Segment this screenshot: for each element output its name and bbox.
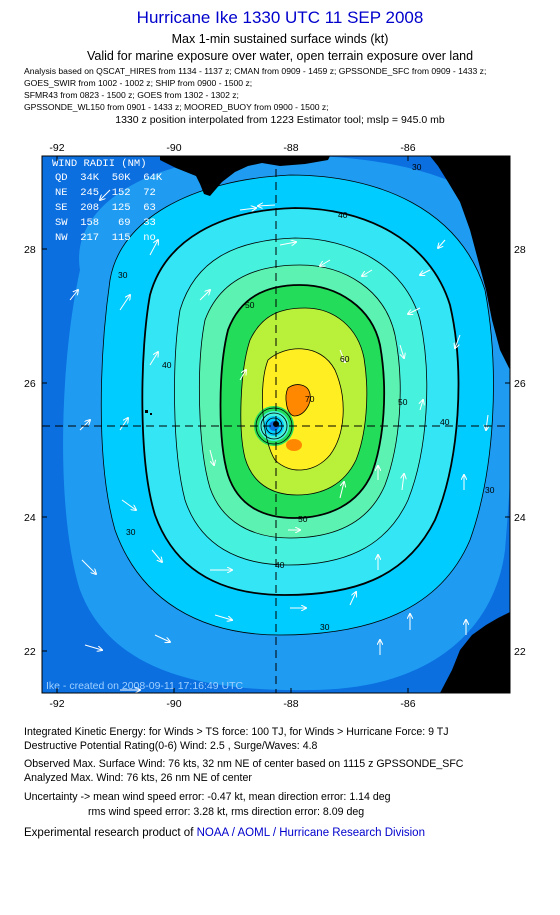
contour-label-30-south: 30 [320,622,330,632]
lon-label-bottom-90: -90 [166,698,181,710]
lat-label-right-24: 24 [514,512,526,524]
lat-label-right-26: 26 [514,378,526,390]
contour-label-30-ne: 30 [412,162,422,172]
wind-radii-row-nw: NW 217 115 no [55,232,156,244]
position-note: 1330 z position interpolated from 1223 E… [115,114,445,126]
lon-label-top-88: -88 [283,142,298,154]
contour-label-60: 60 [340,354,350,364]
uncertainty-rms: rms wind speed error: 3.28 kt, rms direc… [88,806,365,818]
lon-label-bottom-88: -88 [283,698,298,710]
source-line-2: GOES_SWIR from 1002 - 1002 z; SHIP from … [24,78,253,88]
lat-label-right-28: 28 [514,244,526,256]
observed-max-wind: Observed Max. Surface Wind: 76 kts, 32 n… [24,758,464,770]
land-yucatan [440,612,510,693]
wind-analysis-map: 30 30 30 30 30 40 40 40 40 50 50 50 60 7… [24,142,526,710]
wind-radii-row-sw: SW 158 69 33 [55,217,156,229]
band-70-plus [286,384,311,416]
land-florida-panhandle [160,156,330,196]
wind-field: 30 30 30 30 30 40 40 40 40 50 50 50 60 7… [42,156,510,693]
subtitle: Max 1-min sustained surface winds (kt) [171,32,389,46]
plot-frame [41,155,511,694]
contour-lines [100,174,494,636]
lat-label-left-22: 22 [24,646,36,658]
lat-label-left-28: 28 [24,244,36,256]
land-island-a [145,410,148,413]
contour-label-40-east: 40 [440,417,450,427]
contour-label-40-north: 40 [338,210,348,220]
source-line-1: Analysis based on QSCAT_HIRES from 1134 … [24,66,487,76]
land-masses [145,156,510,693]
uncertainty-mean: Uncertainty -> mean wind speed error: -0… [24,791,391,803]
contour-label-50-east: 50 [398,397,408,407]
destructive-potential: Destructive Potential Rating(0-6) Wind: … [24,740,318,752]
contour-label-40-south: 40 [275,560,285,570]
contour-label-50-south: 50 [298,514,308,524]
tick-marks [42,156,510,693]
contour-label-30-east: 30 [485,485,495,495]
lat-label-left-26: 26 [24,378,36,390]
ike-energy: Integrated Kinetic Energy: for Winds > T… [24,726,449,738]
lon-label-top-92: -92 [49,142,64,154]
center-crosshair [42,156,510,693]
contour-label-50-nw: 50 [245,300,255,310]
contour-label-30-sw: 30 [126,527,136,537]
source-line-4: GPSSONDE_WL150 from 0901 - 1433 z; MOORE… [24,102,329,112]
lon-label-top-90: -90 [166,142,181,154]
wind-vectors [69,189,488,690]
lon-tick-labels: -92 -90 -88 -86 -92 -90 -88 -86 [49,142,415,710]
land-florida-peninsula [430,156,510,370]
source-line-3: SFMR43 from 0823 - 1500 z; GOES from 130… [24,90,239,100]
wind-radii-table: WIND RADII (NM) QD 34K 50K 64K NE 245 15… [52,158,163,244]
lon-label-bottom-86: -86 [400,698,415,710]
wind-radii-title: WIND RADII (NM) [52,158,147,170]
page-title: Hurricane Ike 1330 UTC 11 SEP 2008 [136,8,424,27]
product-credit: Experimental research product of NOAA / … [24,827,425,839]
wind-radii-row-se: SE 208 125 63 [55,202,156,214]
wind-radii-row-ne: NE 245 152 72 [55,187,156,199]
validity-note: Valid for marine exposure over water, op… [86,49,474,63]
lat-label-left-24: 24 [24,512,36,524]
product-org-link[interactable]: NOAA / AOML / Hurricane Research Divisio… [196,827,425,839]
creation-credit: Ike - created on 2008-09-11 17:16:49 UTC [46,680,244,692]
lat-label-right-22: 22 [514,646,526,658]
contour-label-30-west: 30 [118,270,128,280]
contour-label-40-west: 40 [162,360,172,370]
lon-label-top-86: -86 [400,142,415,154]
contour-label-70: 70 [305,394,315,404]
lat-tick-labels: 28 26 24 22 28 26 24 22 [24,244,526,658]
land-island-b [150,413,152,415]
product-prefix: Experimental research product of [24,827,194,839]
contour-value-labels: 30 30 30 30 30 40 40 40 40 50 50 50 60 7… [118,162,495,632]
lon-label-bottom-92: -92 [49,698,64,710]
band-70-secondary [286,439,302,451]
wind-radii-header: QD 34K 50K 64K [55,172,163,184]
inner-core [254,406,294,446]
analyzed-max-wind: Analyzed Max. Wind: 76 kts, 26 nm NE of … [24,772,252,784]
